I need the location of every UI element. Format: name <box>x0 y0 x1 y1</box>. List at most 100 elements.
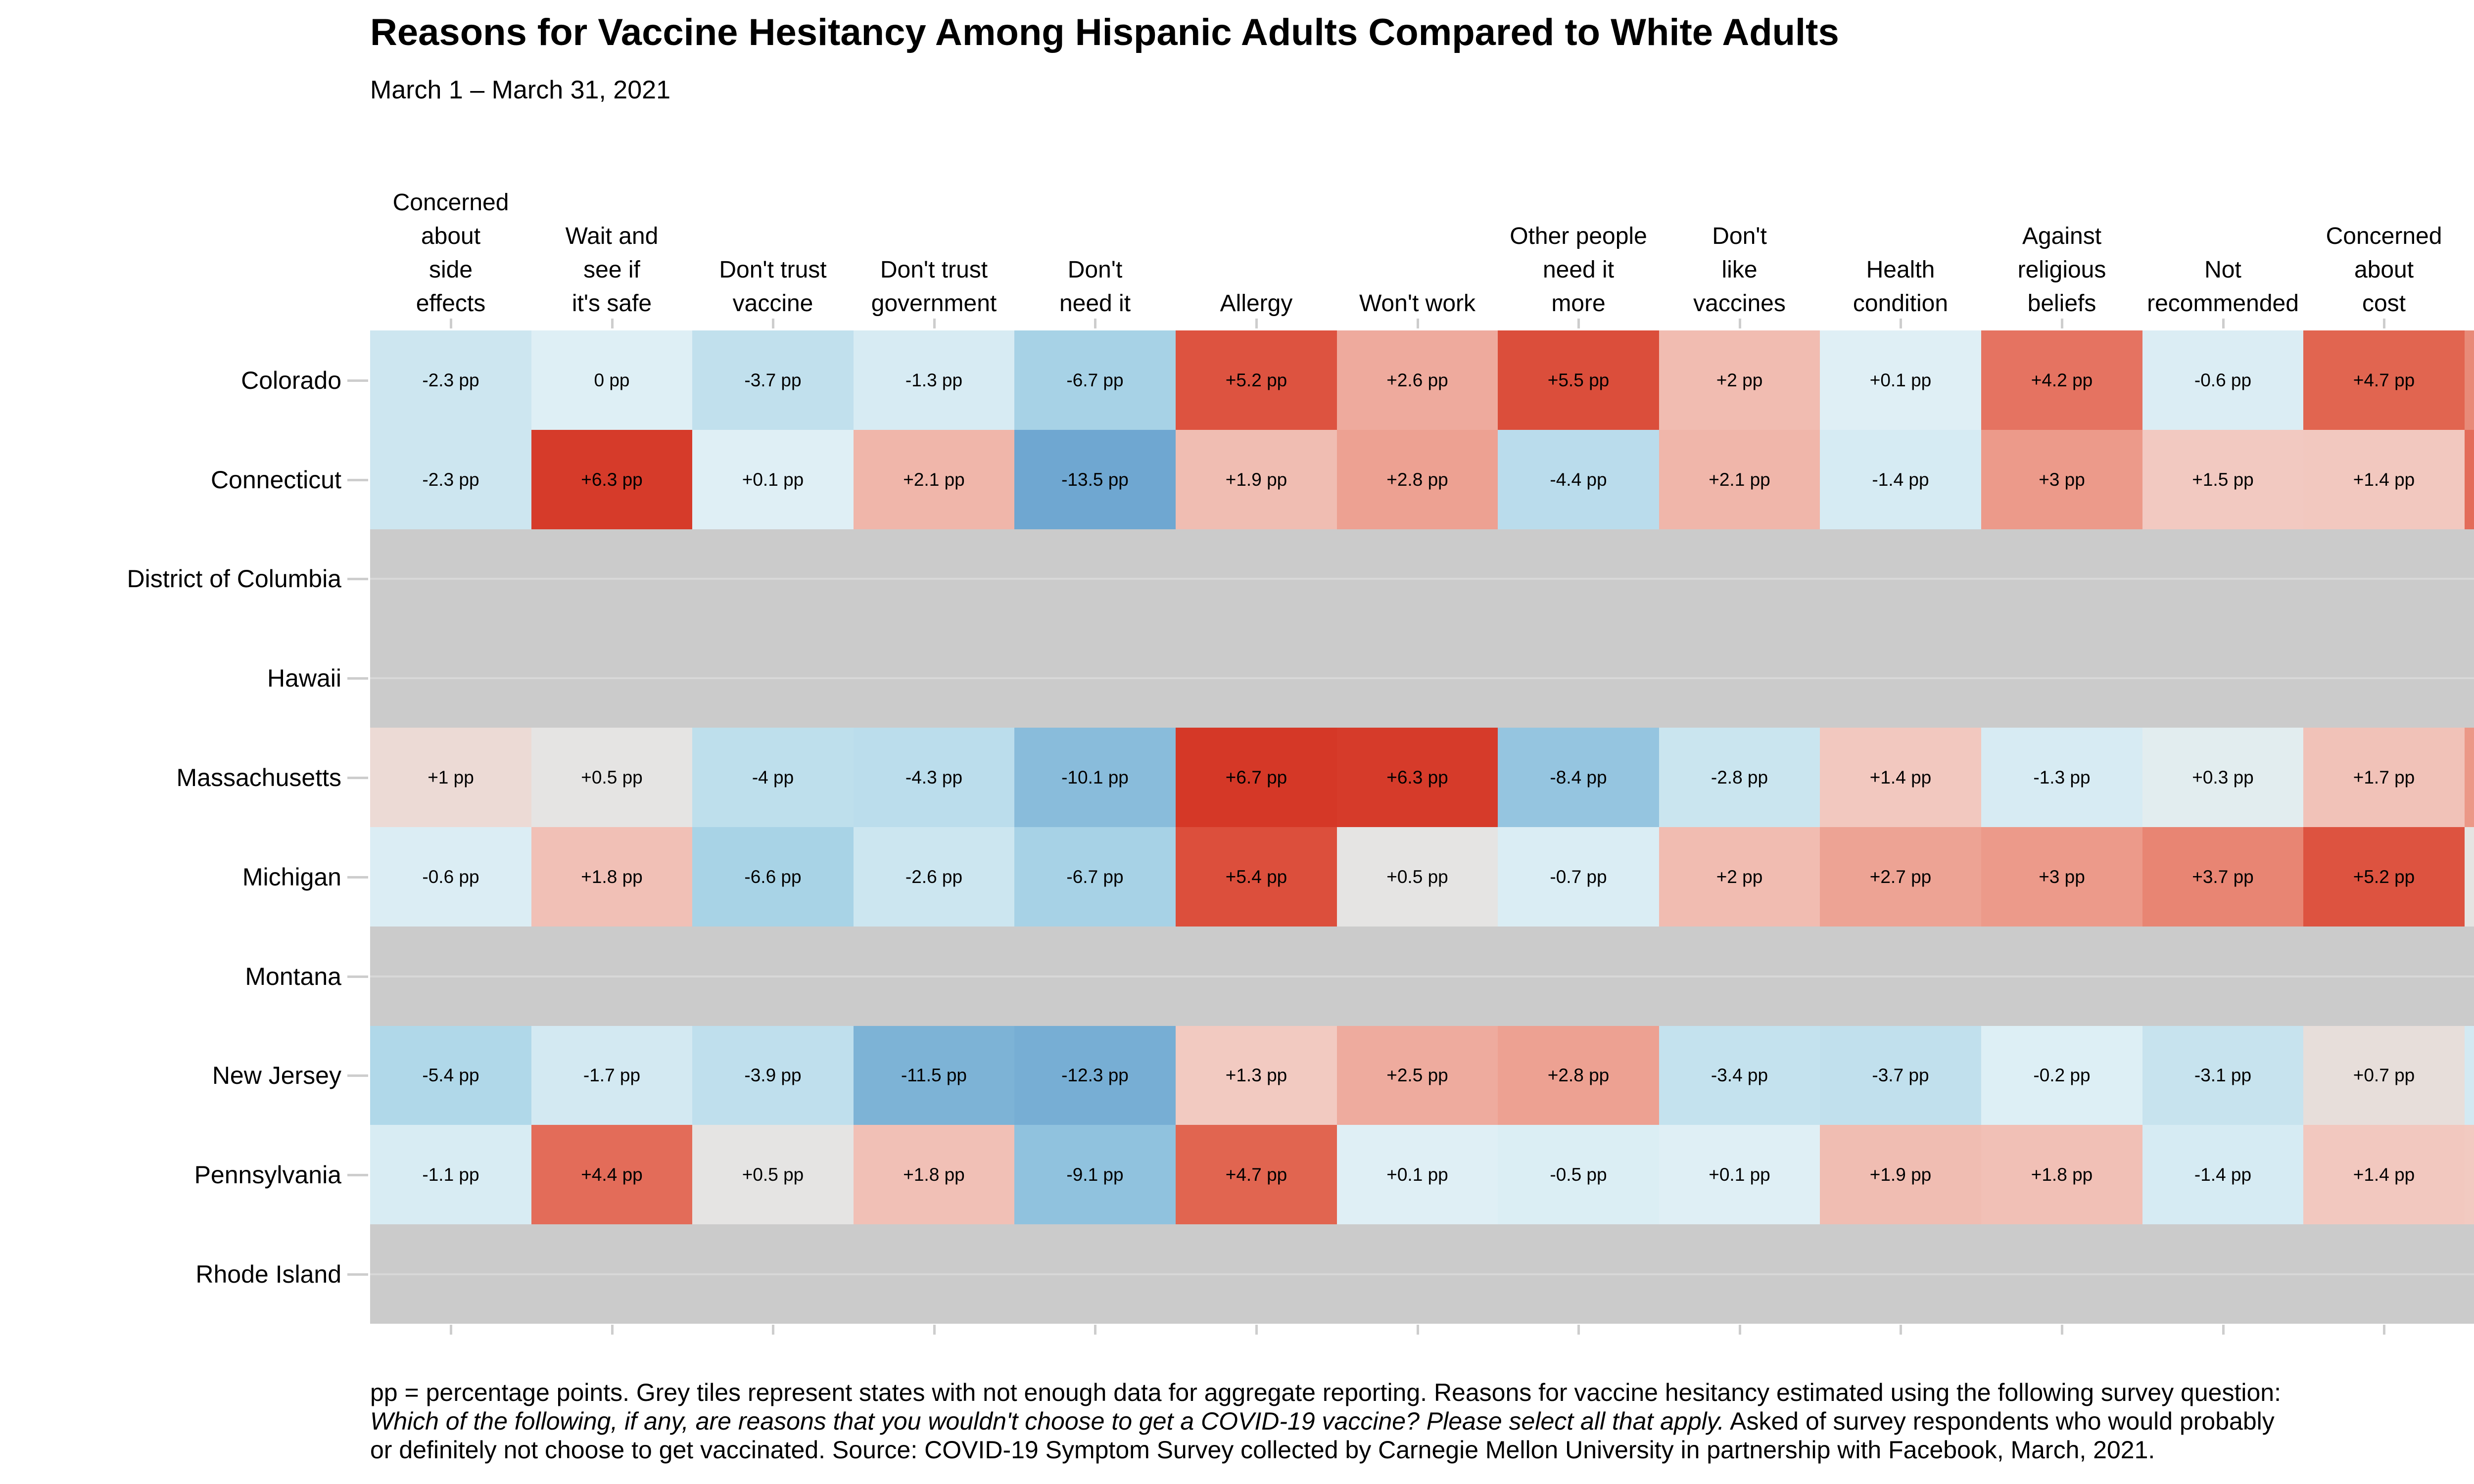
column-tick-bottom <box>2061 1325 2063 1335</box>
column-header-line: vaccines <box>1693 290 1786 317</box>
heatmap-cell: +5.2 pp <box>1176 330 1337 430</box>
column-tick-top <box>450 319 452 328</box>
footnote-line-2-rest: Asked of survey respondents who would pr… <box>1724 1407 2275 1435</box>
heatmap-cell: +0.5 pp <box>692 1125 854 1224</box>
column-tick-top <box>2383 319 2385 328</box>
heatmap-cell-value: -1.4 pp <box>2194 1164 2252 1185</box>
heatmap-cell: +0.5 pp <box>1337 827 1498 927</box>
column-header: Allergy <box>1176 138 1337 321</box>
column-header: Pregnancy <box>2465 138 2474 321</box>
heatmap-cell-value: -4.3 pp <box>905 767 963 788</box>
column-header-line: see if <box>583 257 640 283</box>
row-label: Colorado <box>241 366 341 394</box>
heatmap-cell: +3.1 pp <box>2465 728 2474 827</box>
heatmap-cell: +0.7 pp <box>2303 1026 2465 1125</box>
heatmap-cell-value: -1.3 pp <box>905 370 963 390</box>
heatmap-cell: -2.8 pp <box>1659 728 1820 827</box>
column-tick-bottom <box>772 1325 774 1335</box>
column-tick-bottom <box>1900 1325 1902 1335</box>
heatmap-cell-value: -2.3 pp <box>422 469 479 490</box>
heatmap-cell-value: +2.8 pp <box>1386 469 1448 490</box>
row-tick-left <box>347 777 368 779</box>
heatmap-cell-value: -2.3 pp <box>422 370 479 390</box>
heatmap-cell: -10.1 pp <box>1014 728 1176 827</box>
heatmap-cell-value: +0.7 pp <box>2353 1065 2415 1085</box>
heatmap-cell: +3.5 pp <box>2465 330 2474 430</box>
heatmap-cell: +3 pp <box>1981 430 2142 529</box>
heatmap-cell: +0.3 pp <box>2142 728 2303 827</box>
heatmap-cell: -3.7 pp <box>1820 1026 1981 1125</box>
heatmap-cell-value: -4 pp <box>752 767 794 788</box>
heatmap-cell-value: +6.7 pp <box>1225 767 1287 788</box>
heatmap-cell: -9.1 pp <box>1014 1125 1176 1224</box>
heatmap-cell-value: +5.2 pp <box>2353 866 2415 887</box>
column-header: Other people need it more <box>1498 138 1659 321</box>
heatmap-cell-value: +0.1 pp <box>1869 370 1932 390</box>
heatmap-cell: +2.6 pp <box>1337 330 1498 430</box>
column-tick-bottom <box>2383 1325 2385 1335</box>
column-tick-top <box>1255 319 1258 328</box>
heatmap-cell-value: -3.1 pp <box>2194 1065 2252 1085</box>
heatmap-cell-value: +1.8 pp <box>2031 1164 2093 1185</box>
heatmap-cell: -1.3 pp <box>854 330 1014 430</box>
heatmap-cell-value: +1.5 pp <box>2192 469 2254 490</box>
column-header-line: more <box>1551 290 1606 317</box>
heatmap-cell-value: +1.4 pp <box>2353 469 2415 490</box>
heatmap-cell-value: +4.7 pp <box>1225 1164 1287 1185</box>
heatmap-cell-value: +4.7 pp <box>2353 370 2415 390</box>
heatmap-cell: -4.3 pp <box>854 728 1014 827</box>
footnote-line-2: Which of the following, if any, are reas… <box>370 1407 2281 1436</box>
heatmap-cell-value: -0.7 pp <box>1550 866 1607 887</box>
heatmap-cell: -12.3 pp <box>1014 1026 1176 1125</box>
heatmap-cell: +0.5 pp <box>531 728 692 827</box>
column-tick-top <box>1577 319 1580 328</box>
heatmap-cell: +1.7 pp <box>2303 728 2465 827</box>
footnote-survey-question: Which of the following, if any, are reas… <box>370 1407 1724 1435</box>
heatmap-cell-value: +4.2 pp <box>2031 370 2093 390</box>
column-header: Don't trust government <box>854 138 1014 321</box>
heatmap-cell: +6.7 pp <box>1176 728 1337 827</box>
heatmap-cell: -0.5 pp <box>1498 1125 1659 1224</box>
chart-subtitle: March 1 – March 31, 2021 <box>370 76 670 104</box>
heatmap-cell-value: +4.4 pp <box>581 1164 643 1185</box>
heatmap-cell-value: -13.5 pp <box>1061 469 1129 490</box>
heatmap-cell: +5.2 pp <box>2303 827 2465 927</box>
row-label: Pennsylvania <box>194 1160 341 1189</box>
column-tick-bottom <box>1417 1325 1419 1335</box>
heatmap-cell-value: +2.6 pp <box>1386 370 1448 390</box>
heatmap-cell-value: +1.9 pp <box>1225 469 1287 490</box>
heatmap-cell: +4.7 pp <box>1176 1125 1337 1224</box>
heatmap-cell-value: +6.3 pp <box>581 469 643 490</box>
column-header-line: about <box>2354 257 2414 283</box>
heatmap-cell: +2.1 pp <box>1659 430 1820 529</box>
heatmap-cell: +1.4 pp <box>2303 1125 2465 1224</box>
no-data-gridline <box>370 975 2474 977</box>
column-header-line: recommended <box>2147 290 2299 317</box>
column-tick-top <box>933 319 936 328</box>
column-header-line: Don't <box>1067 257 1123 283</box>
heatmap-cell: -1.3 pp <box>1981 728 2142 827</box>
heatmap-cell-value: -0.6 pp <box>2194 370 2252 390</box>
row-label: District of Columbia <box>127 565 341 593</box>
heatmap-cell: +2.8 pp <box>1337 430 1498 529</box>
column-tick-bottom <box>1094 1325 1096 1335</box>
heatmap-cell: -0.2 pp <box>1981 1026 2142 1125</box>
heatmap-cell: +1.8 pp <box>531 827 692 927</box>
row-label: Connecticut <box>210 465 341 494</box>
heatmap-cell: +0.1 pp <box>1820 330 1981 430</box>
heatmap-cell: +4.2 pp <box>1981 330 2142 430</box>
column-header-line: condition <box>1853 290 1949 317</box>
heatmap-cell-value: +3 pp <box>2039 469 2085 490</box>
heatmap-cell-value: -2.8 pp <box>1711 767 1768 788</box>
column-tick-top <box>1417 319 1419 328</box>
heatmap-cell: +1.9 pp <box>1820 1125 1981 1224</box>
column-header-line: about <box>421 223 481 249</box>
heatmap-cell-value: +3.7 pp <box>2192 866 2254 887</box>
heatmap-cell-value: +3 pp <box>2039 866 2085 887</box>
heatmap-cell-value: +2.7 pp <box>1869 866 1932 887</box>
heatmap-cell-value: +0.5 pp <box>742 1164 804 1185</box>
heatmap-cell: -6.6 pp <box>692 827 854 927</box>
row-tick-left <box>347 479 368 481</box>
row-tick-left <box>347 578 368 580</box>
